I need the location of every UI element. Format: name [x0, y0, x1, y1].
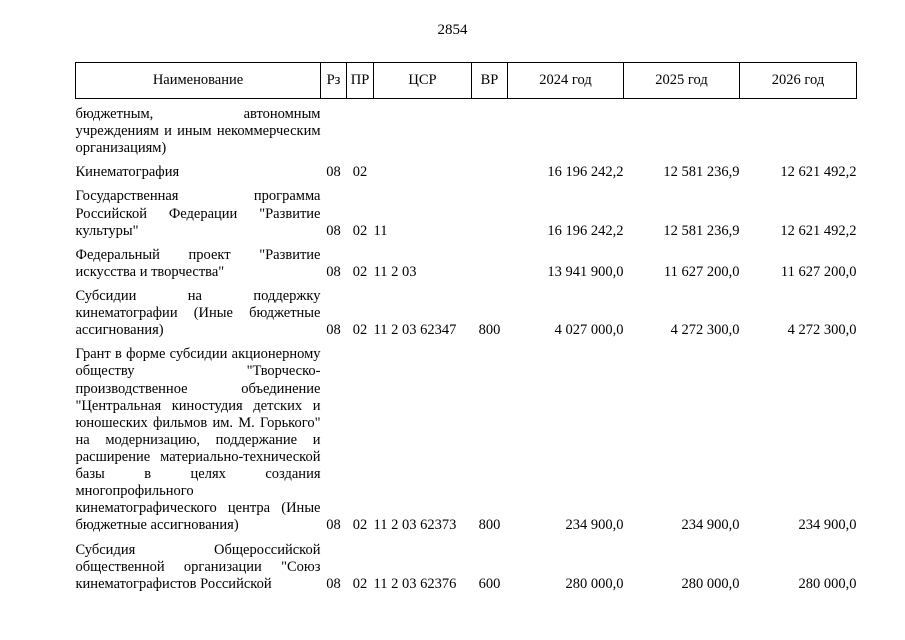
cell-2026: 12 621 492,2	[780, 222, 857, 239]
cell-vr: 800	[478, 517, 501, 534]
cell-vr	[472, 181, 508, 239]
cell-name: бюджетным, автономным учреждениям и иным…	[75, 106, 321, 157]
column-header-name: Наименование	[75, 62, 321, 99]
cell-pr: 02	[352, 517, 368, 534]
cell-2024	[508, 99, 624, 158]
cell-rz: 08	[326, 517, 341, 534]
cell-2025: 12 581 236,9	[663, 222, 740, 239]
column-header-pr: ПР	[346, 62, 374, 99]
cell-vr	[472, 240, 508, 281]
cell-csr	[374, 99, 472, 158]
column-header-2024: 2024 год	[507, 62, 624, 99]
cell-name: Субсидия Общероссийской общественной орг…	[75, 541, 321, 592]
cell-name: Федеральный проект "Развитие искусства и…	[75, 246, 321, 280]
column-header-vr: ВР	[471, 62, 508, 99]
table-row: Грант в форме субсидии акционерному обще…	[76, 339, 857, 534]
cell-pr: 02	[352, 575, 368, 592]
cell-name: Грант в форме субсидии акционерному обще…	[75, 346, 321, 534]
budget-table: Наименование Рз ПР ЦСР ВР 2024 год 2025 …	[75, 62, 857, 593]
table-row: Субсидии на поддержку кинематографии (Ин…	[76, 281, 857, 339]
cell-pr: 02	[352, 222, 368, 239]
table-row: бюджетным, автономным учреждениям и иным…	[76, 99, 857, 158]
column-header-2025: 2025 год	[623, 62, 740, 99]
cell-2026	[740, 99, 857, 158]
cell-rz: 08	[326, 575, 341, 592]
cell-name: Субсидии на поддержку кинематографии (Ин…	[75, 287, 321, 339]
cell-pr: 02	[352, 322, 368, 339]
cell-2025: 280 000,0	[681, 575, 740, 592]
cell-2025	[624, 99, 740, 158]
cell-2024: 4 027 000,0	[554, 322, 624, 339]
page-number: 2854	[437, 22, 468, 38]
cell-rz: 08	[326, 222, 341, 239]
cell-csr	[374, 157, 472, 181]
column-header-2026: 2026 год	[739, 62, 857, 99]
cell-name: Кинематография	[75, 164, 180, 181]
cell-2024: 16 196 242,2	[547, 164, 624, 181]
cell-csr: 11 2 03 62376	[373, 575, 457, 592]
cell-pr	[347, 99, 374, 158]
cell-vr	[472, 99, 508, 158]
cell-csr: 11 2 03	[373, 263, 417, 280]
cell-vr: 600	[478, 575, 501, 592]
cell-2024: 16 196 242,2	[547, 222, 624, 239]
cell-rz	[321, 99, 347, 158]
cell-2025: 12 581 236,9	[663, 164, 740, 181]
cell-2026: 4 272 300,0	[787, 322, 857, 339]
cell-2026: 234 900,0	[798, 517, 857, 534]
cell-pr: 02	[352, 263, 368, 280]
cell-2026: 280 000,0	[798, 575, 857, 592]
table-row: Кинематография 08 02 16 196 242,2 12 581…	[76, 157, 857, 181]
cell-name: Государственная программа Российской Фед…	[75, 188, 321, 239]
cell-rz: 08	[326, 263, 341, 280]
cell-rz: 08	[326, 322, 341, 339]
table-row: Субсидия Общероссийской общественной орг…	[76, 535, 857, 593]
cell-2025: 11 627 200,0	[663, 263, 740, 280]
cell-pr: 02	[352, 164, 368, 181]
table-header-row: Наименование Рз ПР ЦСР ВР 2024 год 2025 …	[75, 62, 857, 99]
cell-rz: 08	[326, 164, 341, 181]
table-row: Государственная программа Российской Фед…	[76, 181, 857, 239]
cell-2024: 280 000,0	[565, 575, 624, 592]
cell-2026: 12 621 492,2	[780, 164, 857, 181]
cell-csr: 11 2 03 62373	[373, 517, 457, 534]
cell-2026: 11 627 200,0	[780, 263, 857, 280]
cell-vr	[472, 157, 508, 181]
cell-2025: 234 900,0	[681, 517, 740, 534]
table-row: Федеральный проект "Развитие искусства и…	[76, 240, 857, 281]
column-header-csr: ЦСР	[373, 62, 472, 99]
cell-2024: 13 941 900,0	[547, 263, 624, 280]
cell-csr: 11	[373, 222, 388, 239]
cell-vr: 800	[478, 322, 501, 339]
cell-2025: 4 272 300,0	[670, 322, 740, 339]
column-header-rz: Рз	[320, 62, 347, 99]
cell-2024: 234 900,0	[565, 517, 624, 534]
cell-csr: 11 2 03 62347	[373, 322, 457, 339]
